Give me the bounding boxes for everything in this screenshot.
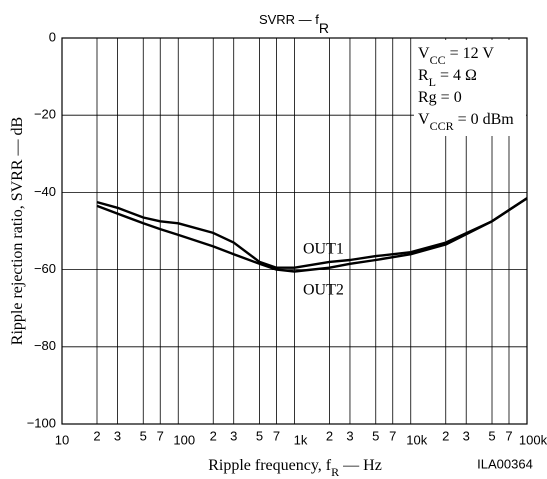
x-tick-label: 5 <box>488 428 495 443</box>
x-tick-label: 7 <box>505 428 512 443</box>
x-tick-label: 100k <box>519 432 547 447</box>
y-tick-label: −60 <box>34 261 56 276</box>
x-tick-label: 5 <box>140 428 147 443</box>
x-tick-label: 7 <box>273 428 280 443</box>
text-part: Ripple frequency, f <box>208 457 332 474</box>
text-part: R <box>319 20 329 36</box>
text-part: SVRR — f <box>259 12 319 27</box>
x-tick-label: 7 <box>157 428 164 443</box>
condition: RL = 4 Ω <box>418 67 477 89</box>
text-part: V <box>418 45 430 62</box>
series-label: OUT2 <box>303 282 344 299</box>
x-tick-label: 10k <box>406 432 427 447</box>
condition: Rg = 0 <box>418 89 462 106</box>
line-series <box>96 197 528 273</box>
chart-title: SVRR — fR <box>259 12 329 35</box>
x-tick-label: 2 <box>442 428 449 443</box>
series-label: OUT1 <box>303 241 344 258</box>
x-tick-label: 5 <box>256 428 263 443</box>
conditions-background <box>414 40 526 136</box>
x-tick-label: 3 <box>463 428 470 443</box>
condition: VCCR = 0 dBm <box>418 111 514 133</box>
text-part: CC <box>430 53 446 67</box>
text-part: V <box>418 111 430 128</box>
text-part: — Hz <box>339 457 382 474</box>
x-tick-label: 10 <box>55 432 69 447</box>
y-tick-label: −80 <box>34 338 56 353</box>
y-tick-label: −40 <box>34 184 56 199</box>
x-tick-label: 2 <box>326 428 333 443</box>
x-tick-label: 3 <box>346 428 353 443</box>
x-tick-label: 3 <box>114 428 121 443</box>
x-tick-label: 5 <box>372 428 379 443</box>
text-part: L <box>429 75 436 89</box>
x-tick-label: 1k <box>294 432 308 447</box>
text-part: = 0 dBm <box>454 111 515 128</box>
text-part: R <box>331 465 339 479</box>
y-tick-label: −100 <box>27 415 56 430</box>
text-part: CCR <box>430 119 454 133</box>
x-axis-label: Ripple frequency, fR — Hz <box>208 457 382 479</box>
text-part: R <box>418 67 429 84</box>
x-tick-label: 3 <box>230 428 237 443</box>
y-tick-label: 0 <box>49 29 56 44</box>
x-tick-label: 100 <box>173 432 195 447</box>
text-part: Ripple rejection ratio, SVRR — dB <box>9 117 26 345</box>
condition: VCC = 12 V <box>418 45 494 67</box>
plot-frame <box>61 37 528 425</box>
y-tick-label: −20 <box>34 107 56 122</box>
text-part: Rg = 0 <box>418 89 462 106</box>
figure-code: ILA00364 <box>477 456 533 471</box>
y-axis-label: Ripple rejection ratio, SVRR — dB <box>9 117 26 345</box>
line-series <box>96 197 528 269</box>
text-part: = 4 Ω <box>436 67 477 84</box>
x-tick-label: 2 <box>93 428 100 443</box>
text-part: = 12 V <box>446 45 495 62</box>
x-tick-label: 2 <box>210 428 217 443</box>
x-tick-label: 7 <box>389 428 396 443</box>
